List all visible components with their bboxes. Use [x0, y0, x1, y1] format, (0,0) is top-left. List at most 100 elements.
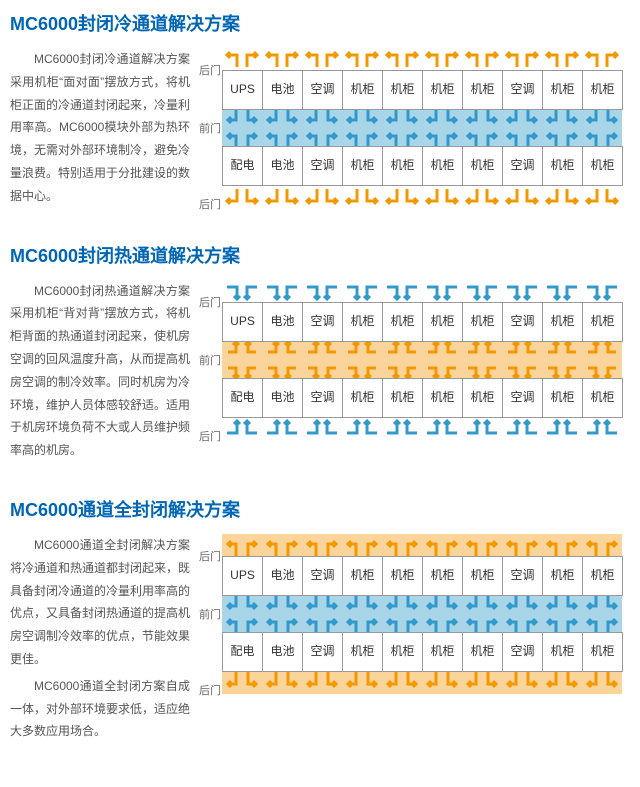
flow-arrow: [542, 186, 582, 208]
flow-arrow: [302, 672, 342, 694]
rack-cell: 空调: [303, 557, 343, 595]
rack-cell: 机柜: [343, 633, 383, 671]
flow-arrow: [462, 186, 502, 208]
rack-cell: 机柜: [463, 379, 503, 417]
flow-arrow: [222, 418, 262, 440]
flow-arrow: [222, 186, 262, 208]
rack-cell: 机柜: [583, 71, 623, 109]
rack-cell: 空调: [503, 633, 543, 671]
arrow-row-bottom: [222, 672, 622, 694]
section-cold: MC6000封闭冷通道解决方案 MC6000封闭冷通道解决方案采用机柜“面对面”…: [10, 10, 630, 212]
channel-arrow: [222, 342, 262, 378]
flow-arrow: [342, 280, 382, 302]
rack-cell: 电池: [263, 303, 303, 341]
flow-arrow: [542, 280, 582, 302]
rack-cell: 机柜: [543, 303, 583, 341]
channel-arrow: [422, 110, 462, 146]
rack-cell: 空调: [303, 303, 343, 341]
rack-cell: UPS: [223, 557, 263, 595]
channel-arrow: [342, 342, 382, 378]
flow-arrow: [342, 418, 382, 440]
flow-arrow: [502, 186, 542, 208]
flow-arrow: [422, 280, 462, 302]
flow-arrow: [262, 418, 302, 440]
channel-arrow: [502, 110, 542, 146]
channel-arrow: [462, 596, 502, 632]
rack-row-2: 配电电池空调机柜机柜机柜机柜空调机柜机柜: [222, 146, 623, 186]
channel-cold: [222, 596, 622, 632]
rack-cell: 电池: [263, 633, 303, 671]
rack-cell: 空调: [503, 147, 543, 185]
channel-arrow: [462, 110, 502, 146]
channel-arrow: [582, 110, 622, 146]
rack-cell: 空调: [303, 379, 343, 417]
rack-cell: 机柜: [463, 633, 503, 671]
rack-row-2: 配电电池空调机柜机柜机柜机柜空调机柜机柜: [222, 378, 623, 418]
flow-arrow: [422, 672, 462, 694]
rack-cell: 电池: [263, 557, 303, 595]
rack-cell: 机柜: [583, 303, 623, 341]
flow-arrow: [582, 534, 622, 556]
flow-arrow: [582, 186, 622, 208]
section-desc: MC6000封闭冷通道解决方案采用机柜“面对面”摆放方式，将机柜正面的冷通道封闭…: [10, 48, 198, 212]
rack-cell: 空调: [503, 71, 543, 109]
flow-arrow: [422, 48, 462, 70]
rack-cell: 机柜: [343, 71, 383, 109]
arrow-row-top: [222, 48, 622, 70]
flow-arrow: [542, 672, 582, 694]
door-label: 后门: [198, 196, 222, 212]
flow-arrow: [262, 186, 302, 208]
flow-arrow: [422, 418, 462, 440]
channel-arrow: [422, 596, 462, 632]
channel-arrow: [302, 342, 342, 378]
rack-cell: 机柜: [583, 379, 623, 417]
section-title: MC6000封闭冷通道解决方案: [10, 10, 630, 36]
flow-arrow: [382, 534, 422, 556]
channel-arrow: [382, 342, 422, 378]
section-title: MC6000通道全封闭解决方案: [10, 496, 630, 522]
section-title: MC6000封闭热通道解决方案: [10, 242, 630, 268]
flow-arrow: [262, 280, 302, 302]
channel-arrow: [422, 342, 462, 378]
rack-cell: 配电: [223, 633, 263, 671]
door-label: 后门: [198, 62, 222, 78]
rack-cell: UPS: [223, 71, 263, 109]
channel-arrow: [462, 342, 502, 378]
channel-arrow: [382, 110, 422, 146]
rack-cell: 机柜: [463, 303, 503, 341]
flow-arrow: [302, 418, 342, 440]
flow-arrow: [262, 534, 302, 556]
flow-arrow: [462, 534, 502, 556]
arrow-row-top: [222, 280, 622, 302]
rack-cell: 配电: [223, 379, 263, 417]
rack-cell: 电池: [263, 71, 303, 109]
section-full: MC6000通道全封闭解决方案 MC6000通道全封闭解决方案将冷通道和热通道都…: [10, 496, 630, 747]
channel-arrow: [262, 110, 302, 146]
flow-arrow: [542, 534, 582, 556]
rack-cell: 机柜: [543, 71, 583, 109]
rack-row-1: UPS电池空调机柜机柜机柜机柜空调机柜机柜: [222, 302, 623, 342]
rack-cell: 机柜: [383, 557, 423, 595]
flow-arrow: [342, 534, 382, 556]
rack-cell: 空调: [303, 147, 343, 185]
rack-cell: 机柜: [383, 71, 423, 109]
flow-arrow: [382, 672, 422, 694]
channel-hot: [222, 342, 622, 378]
rack-cell: 电池: [263, 379, 303, 417]
rack-cell: 机柜: [343, 147, 383, 185]
channel-arrow: [262, 342, 302, 378]
flow-arrow: [342, 186, 382, 208]
section-desc: MC6000通道全封闭解决方案将冷通道和热通道都封闭起来，既具备封闭冷通道的冷量…: [10, 534, 198, 747]
flow-arrow: [382, 280, 422, 302]
channel-arrow: [542, 110, 582, 146]
channel-arrow: [502, 596, 542, 632]
flow-arrow: [582, 418, 622, 440]
channel-cold: [222, 110, 622, 146]
flow-arrow: [222, 48, 262, 70]
channel-arrow: [342, 596, 382, 632]
rack-cell: 空调: [303, 633, 343, 671]
flow-arrow: [502, 48, 542, 70]
rack-cell: 空调: [303, 71, 343, 109]
channel-arrow: [502, 342, 542, 378]
rack-cell: 机柜: [543, 379, 583, 417]
